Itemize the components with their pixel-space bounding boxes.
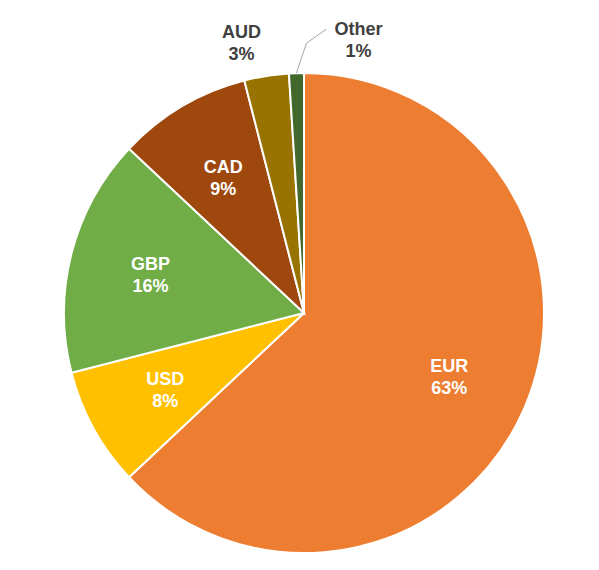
svg-text:GBP16%: GBP16% — [131, 254, 170, 296]
svg-text:Other1%: Other1% — [334, 19, 382, 61]
svg-text:CAD9%: CAD9% — [204, 157, 243, 199]
svg-text:AUD3%: AUD3% — [222, 22, 261, 64]
svg-text:USD8%: USD8% — [146, 369, 184, 411]
svg-text:EUR63%: EUR63% — [430, 356, 468, 398]
